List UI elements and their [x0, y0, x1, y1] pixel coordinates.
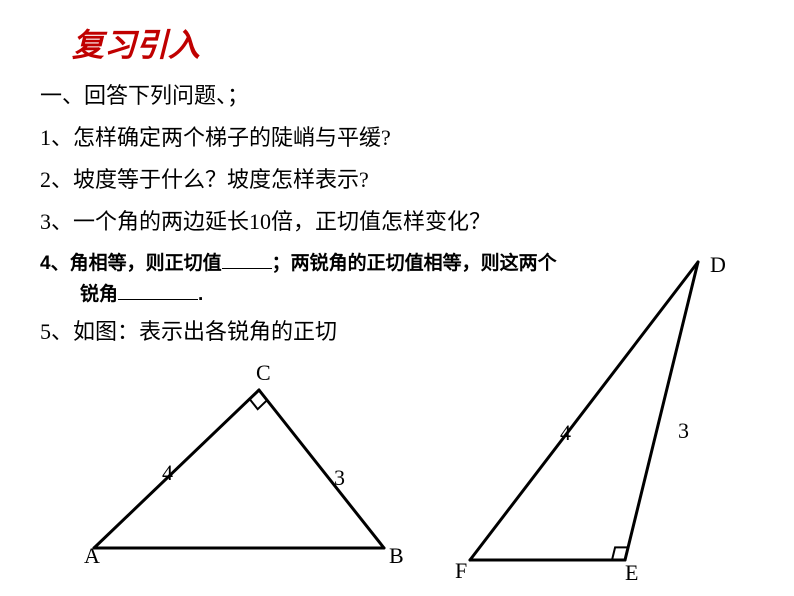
q4-blank2: [118, 281, 198, 300]
svg-text:C: C: [256, 360, 271, 385]
question-5: 5、如图：表示出各锐角的正切: [40, 314, 337, 346]
intro-line: 一、回答下列问题、；: [40, 78, 249, 110]
section-title: 复习引入: [72, 20, 200, 66]
triangle-abc: A B C 4 3: [84, 350, 414, 570]
question-2: 2、坡度等于什么？坡度怎样表示?: [40, 162, 369, 194]
question-3: 3、一个角的两边延长10倍，正切值怎样变化？: [40, 204, 491, 236]
svg-text:3: 3: [334, 465, 345, 490]
q4-period: .: [198, 284, 203, 305]
svg-text:4: 4: [162, 460, 173, 485]
svg-text:F: F: [455, 558, 467, 583]
svg-text:4: 4: [560, 420, 571, 445]
q4-part1: 4、角相等，则正切值: [40, 253, 222, 274]
svg-text:E: E: [625, 560, 638, 585]
question-4-line2: 锐角.: [80, 279, 203, 306]
svg-text:D: D: [710, 252, 726, 277]
question-1: 1、怎样确定两个梯子的陡峭与平缓?: [40, 120, 391, 152]
triangle-def: F E D 4 3: [450, 250, 780, 590]
q4-part3: 锐角: [80, 284, 118, 305]
svg-text:3: 3: [678, 418, 689, 443]
q4-blank1: [222, 250, 272, 269]
svg-text:B: B: [389, 543, 404, 568]
svg-text:A: A: [84, 543, 100, 568]
